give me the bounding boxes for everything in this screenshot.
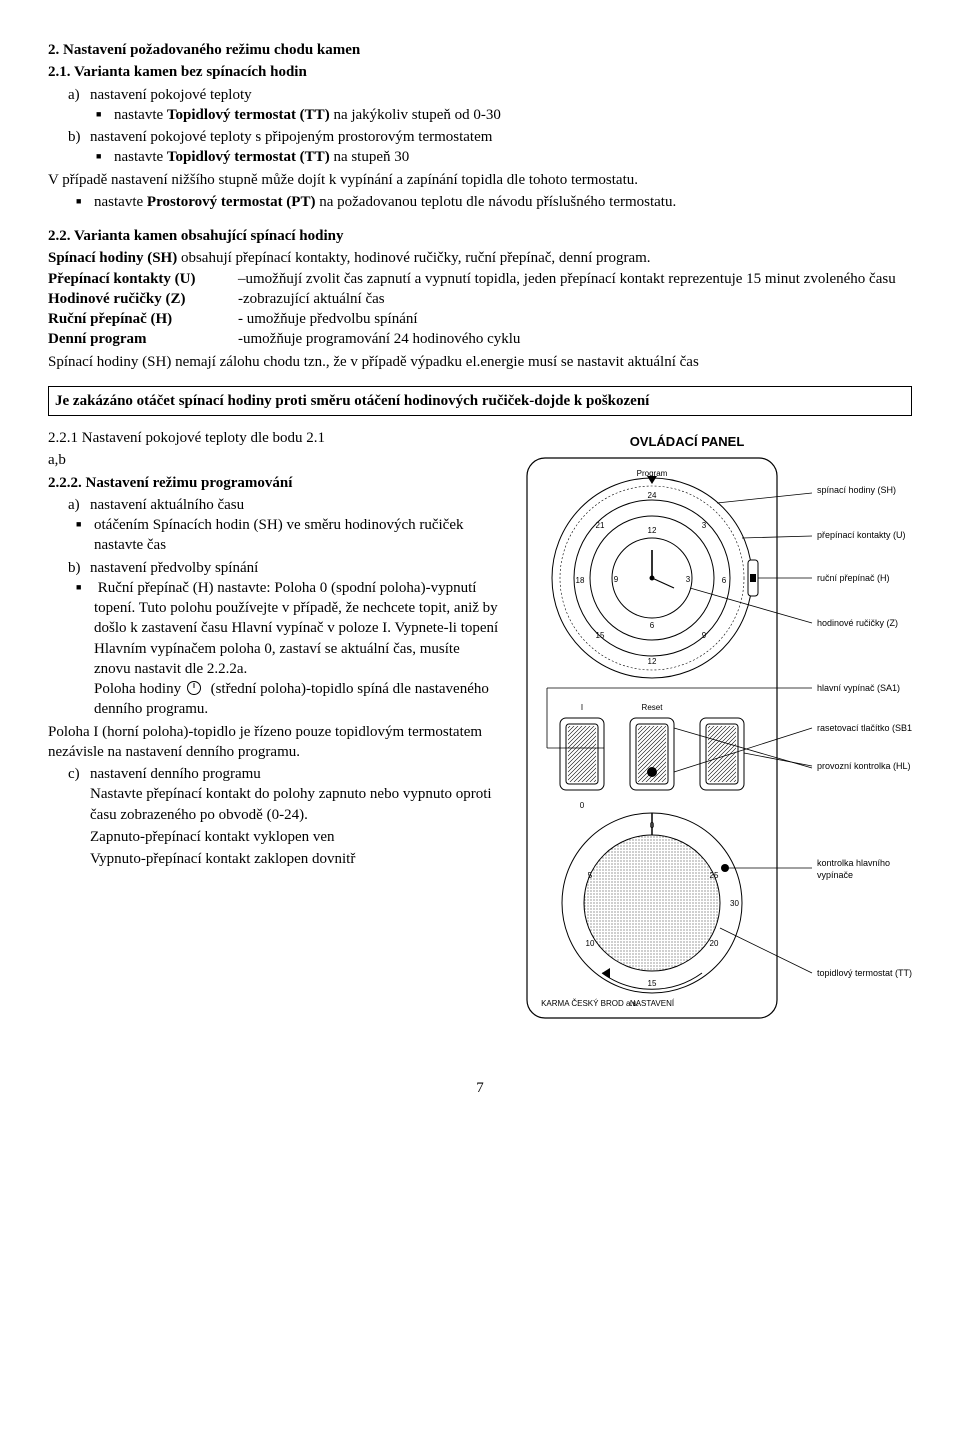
- item-2-1-a: nastavení pokojové teploty: [90, 85, 252, 105]
- svg-text:20: 20: [710, 939, 719, 948]
- bullet: nastavte Prostorový termostat (PT) na po…: [94, 192, 912, 212]
- svg-text:15: 15: [596, 631, 605, 640]
- svg-text:30: 30: [730, 899, 739, 908]
- svg-text:I: I: [581, 703, 583, 712]
- item-2-2-2-a: nastavení aktuálního času: [90, 495, 244, 515]
- svg-text:24: 24: [648, 491, 657, 500]
- clock-icon: [187, 681, 201, 695]
- bullet: nastavte Topidlový termostat (TT) na jak…: [114, 105, 912, 125]
- svg-text:topidlový termostat (TT): topidlový termostat (TT): [817, 968, 912, 978]
- svg-text:21: 21: [596, 521, 605, 530]
- letter-a: a): [68, 85, 90, 105]
- panel-title: OVLÁDACÍ PANEL: [630, 434, 745, 449]
- svg-text:3: 3: [686, 575, 691, 584]
- letter-c: c): [68, 764, 90, 784]
- para-c-3: Vypnuto-přepínací kontakt zaklopen dovni…: [90, 849, 500, 869]
- para-2-1: V případě nastavení nižšího stupně může …: [48, 170, 912, 190]
- svg-text:0: 0: [650, 821, 655, 830]
- switch-hl: [700, 718, 744, 790]
- bullet: nastavte Topidlový termostat (TT) na stu…: [114, 147, 912, 167]
- section-2-2-title: 2.2. Varianta kamen obsahující spínací h…: [48, 226, 912, 246]
- warning-box: Je zakázáno otáčet spínací hodiny proti …: [48, 386, 912, 416]
- switch-sb1: [630, 718, 674, 790]
- svg-text:ruční přepínač (H): ruční přepínač (H): [817, 573, 890, 583]
- section-2-2-1-line1: 2.2.1 Nastavení pokojové teploty dle bod…: [48, 428, 500, 448]
- bullet: otáčením Spínacích hodin (SH) ve směru h…: [94, 515, 500, 556]
- svg-text:18: 18: [576, 576, 585, 585]
- svg-text:hlavní vypínač (SA1): hlavní vypínač (SA1): [817, 683, 900, 693]
- svg-text:6: 6: [650, 621, 655, 630]
- svg-text:rasetovací tlačítko (SB1): rasetovací tlačítko (SB1): [817, 723, 912, 733]
- para-c-1: Nastavte přepínací kontakt do polohy zap…: [90, 784, 500, 825]
- section-2-title: 2. Nastavení požadovaného režimu chodu k…: [48, 40, 912, 60]
- svg-text:9: 9: [702, 631, 707, 640]
- svg-text:hodinové ručičky (Z): hodinové ručičky (Z): [817, 618, 898, 628]
- para-2-2-post: Spínací hodiny (SH) nemají zálohu chodu …: [48, 352, 912, 372]
- svg-text:10: 10: [586, 939, 595, 948]
- bullet: Ruční přepínač (H) nastavte: Poloha 0 (s…: [94, 578, 500, 720]
- svg-text:12: 12: [648, 526, 657, 535]
- para-c-2: Zapnuto-přepínací kontakt vyklopen ven: [90, 827, 500, 847]
- section-2-2-2-title: 2.2.2. Nastavení režimu programování: [48, 473, 500, 493]
- svg-text:5: 5: [588, 871, 593, 880]
- page-number: 7: [48, 1078, 912, 1098]
- svg-text:3: 3: [702, 521, 707, 530]
- svg-text:přepínací kontakty (U): přepínací kontakty (U): [817, 530, 906, 540]
- svg-text:KARMA ČESKÝ BROD a.s.: KARMA ČESKÝ BROD a.s.: [541, 999, 639, 1008]
- section-2-2-1-line2: a,b: [48, 450, 500, 470]
- item-2-2-2-c: nastavení denního programu: [90, 764, 261, 784]
- para-2-2-2-b: Poloha I (horní poloha)-topidlo je řízen…: [48, 722, 500, 763]
- letter-b: b): [68, 558, 90, 578]
- svg-text:Reset: Reset: [642, 703, 664, 712]
- svg-text:9: 9: [614, 575, 619, 584]
- switch-sa1: [560, 718, 604, 790]
- section-2-1-title: 2.1. Varianta kamen bez spínacích hodin: [48, 62, 912, 82]
- letter-b: b): [68, 127, 90, 147]
- svg-text:15: 15: [648, 979, 657, 988]
- svg-text:6: 6: [722, 576, 727, 585]
- svg-text:kontrolka hlavního: kontrolka hlavního: [817, 858, 890, 868]
- control-panel-diagram: OVLÁDACÍ PANEL 12 3 6: [512, 428, 912, 1048]
- svg-text:vypínače: vypínače: [817, 870, 853, 880]
- definitions: Přepínací kontakty (U)–umožňují zvolit č…: [48, 269, 912, 350]
- svg-text:12: 12: [648, 657, 657, 666]
- svg-text:0: 0: [580, 801, 585, 810]
- letter-a: a): [68, 495, 90, 515]
- para-2-2-intro: Spínací hodiny (SH) obsahují přepínací k…: [48, 248, 912, 268]
- svg-text:spínací hodiny (SH): spínací hodiny (SH): [817, 485, 896, 495]
- svg-text:Program: Program: [637, 469, 668, 478]
- svg-text:provozní kontrolka (HL): provozní kontrolka (HL): [817, 761, 911, 771]
- item-2-1-b: nastavení pokojové teploty s připojeným …: [90, 127, 492, 147]
- item-2-2-2-b: nastavení předvolby spínání: [90, 558, 258, 578]
- svg-text:25: 25: [710, 871, 719, 880]
